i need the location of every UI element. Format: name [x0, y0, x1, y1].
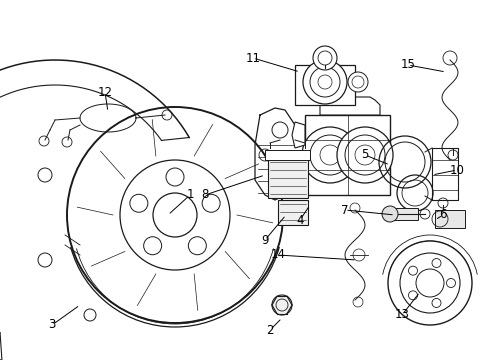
- Text: 10: 10: [449, 163, 465, 176]
- Text: 11: 11: [245, 51, 261, 64]
- Text: 14: 14: [270, 248, 286, 261]
- Text: 12: 12: [98, 85, 113, 99]
- Polygon shape: [265, 150, 310, 160]
- Polygon shape: [305, 115, 390, 195]
- Circle shape: [388, 241, 472, 325]
- Circle shape: [348, 72, 368, 92]
- Text: 4: 4: [296, 213, 304, 226]
- Text: 15: 15: [400, 58, 416, 72]
- Text: 8: 8: [201, 189, 209, 202]
- Circle shape: [382, 206, 398, 222]
- Polygon shape: [320, 97, 380, 115]
- Text: 6: 6: [439, 208, 447, 221]
- Text: 9: 9: [261, 234, 269, 247]
- Text: 5: 5: [361, 148, 368, 162]
- Polygon shape: [388, 208, 418, 220]
- Circle shape: [303, 60, 347, 104]
- Polygon shape: [292, 162, 305, 188]
- Circle shape: [272, 295, 292, 315]
- Text: 2: 2: [266, 324, 274, 337]
- Circle shape: [313, 46, 337, 70]
- Circle shape: [302, 127, 358, 183]
- Polygon shape: [292, 122, 305, 148]
- Polygon shape: [435, 210, 465, 228]
- Polygon shape: [278, 200, 308, 225]
- Polygon shape: [295, 65, 355, 105]
- Circle shape: [337, 127, 393, 183]
- Text: 1: 1: [186, 189, 194, 202]
- Text: 3: 3: [49, 319, 56, 332]
- Polygon shape: [268, 158, 308, 198]
- Text: 7: 7: [341, 203, 349, 216]
- Text: 13: 13: [394, 309, 410, 321]
